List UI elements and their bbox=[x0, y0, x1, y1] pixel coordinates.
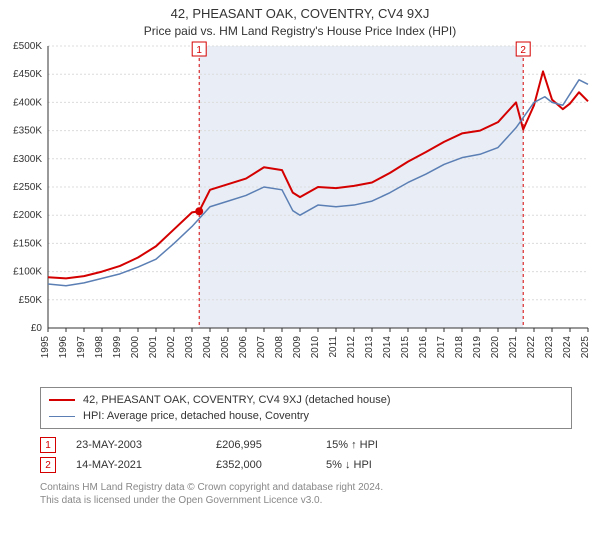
y-tick-label: £300K bbox=[13, 154, 42, 165]
x-tick-label: 2004 bbox=[202, 336, 213, 359]
y-tick-label: £200K bbox=[13, 210, 42, 221]
sale-dot bbox=[195, 207, 203, 215]
marker-row: 2 14-MAY-2021 £352,000 5% ↓ HPI bbox=[40, 455, 572, 475]
marker-price: £206,995 bbox=[216, 439, 306, 451]
x-tick-label: 1998 bbox=[94, 336, 105, 359]
chart-title: 42, PHEASANT OAK, COVENTRY, CV4 9XJ bbox=[0, 6, 600, 21]
y-tick-label: £0 bbox=[31, 323, 43, 334]
x-tick-label: 2012 bbox=[346, 336, 357, 359]
chart-subtitle: Price paid vs. HM Land Registry's House … bbox=[0, 24, 600, 38]
x-tick-label: 2002 bbox=[166, 336, 177, 359]
x-tick-label: 2014 bbox=[382, 336, 393, 359]
sale-markers-table: 1 23-MAY-2003 £206,995 15% ↑ HPI 2 14-MAY-202… bbox=[40, 435, 572, 475]
y-tick-label: £350K bbox=[13, 126, 42, 137]
marker-delta: 15% ↑ HPI bbox=[326, 439, 406, 451]
y-tick-label: £250K bbox=[13, 182, 42, 193]
x-tick-label: 2021 bbox=[508, 336, 519, 359]
x-tick-label: 2005 bbox=[220, 336, 231, 359]
x-tick-label: 2019 bbox=[472, 336, 483, 359]
x-tick-label: 2010 bbox=[310, 336, 321, 359]
marker-date: 23-MAY-2003 bbox=[76, 439, 196, 451]
x-tick-label: 1995 bbox=[40, 336, 51, 359]
x-tick-label: 2013 bbox=[364, 336, 375, 359]
event-badge-label: 1 bbox=[196, 45, 202, 56]
footer-line-2: This data is licensed under the Open Gov… bbox=[40, 494, 572, 507]
footer-line-1: Contains HM Land Registry data © Crown c… bbox=[40, 481, 572, 494]
y-tick-label: £400K bbox=[13, 97, 42, 108]
y-tick-label: £100K bbox=[13, 267, 42, 278]
legend-swatch bbox=[49, 416, 75, 417]
y-tick-label: £150K bbox=[13, 238, 42, 249]
x-tick-label: 2018 bbox=[454, 336, 465, 359]
x-tick-label: 2007 bbox=[256, 336, 267, 359]
x-tick-label: 2003 bbox=[184, 336, 195, 359]
y-tick-label: £500K bbox=[13, 41, 42, 52]
marker-row: 1 23-MAY-2003 £206,995 15% ↑ HPI bbox=[40, 435, 572, 455]
x-tick-label: 2017 bbox=[436, 336, 447, 359]
x-tick-label: 2008 bbox=[274, 336, 285, 359]
legend-swatch bbox=[49, 399, 75, 401]
x-tick-label: 2001 bbox=[148, 336, 159, 359]
legend: 42, PHEASANT OAK, COVENTRY, CV4 9XJ (det… bbox=[40, 387, 572, 429]
y-tick-label: £450K bbox=[13, 69, 42, 80]
x-tick-label: 1999 bbox=[112, 336, 123, 359]
marker-delta: 5% ↓ HPI bbox=[326, 459, 406, 471]
x-tick-label: 2022 bbox=[526, 336, 537, 359]
x-tick-label: 2023 bbox=[544, 336, 555, 359]
event-badge-label: 2 bbox=[520, 45, 526, 56]
marker-date: 14-MAY-2021 bbox=[76, 459, 196, 471]
x-tick-label: 1997 bbox=[76, 336, 87, 359]
attribution-footer: Contains HM Land Registry data © Crown c… bbox=[40, 481, 572, 507]
legend-row: HPI: Average price, detached house, Cove… bbox=[49, 408, 563, 424]
marker-badge: 2 bbox=[40, 457, 56, 473]
x-tick-label: 2000 bbox=[130, 336, 141, 359]
x-tick-label: 2015 bbox=[400, 336, 411, 359]
legend-row: 42, PHEASANT OAK, COVENTRY, CV4 9XJ (det… bbox=[49, 392, 563, 408]
price-chart: £0 £50K £100K £150K £200K £250K £300K £350K £400… bbox=[0, 38, 600, 383]
y-tick-label: £50K bbox=[19, 295, 43, 306]
x-tick-label: 2016 bbox=[418, 336, 429, 359]
x-tick-label: 2006 bbox=[238, 336, 249, 359]
x-tick-label: 2024 bbox=[562, 336, 573, 359]
x-tick-label: 2011 bbox=[328, 336, 339, 358]
marker-badge: 1 bbox=[40, 437, 56, 453]
marker-price: £352,000 bbox=[216, 459, 306, 471]
x-tick-label: 2009 bbox=[292, 336, 303, 359]
x-tick-label: 1996 bbox=[58, 336, 69, 359]
legend-label: 42, PHEASANT OAK, COVENTRY, CV4 9XJ (det… bbox=[83, 394, 391, 406]
x-tick-label: 2025 bbox=[580, 336, 591, 359]
x-tick-label: 2020 bbox=[490, 336, 501, 359]
legend-label: HPI: Average price, detached house, Cove… bbox=[83, 410, 309, 422]
